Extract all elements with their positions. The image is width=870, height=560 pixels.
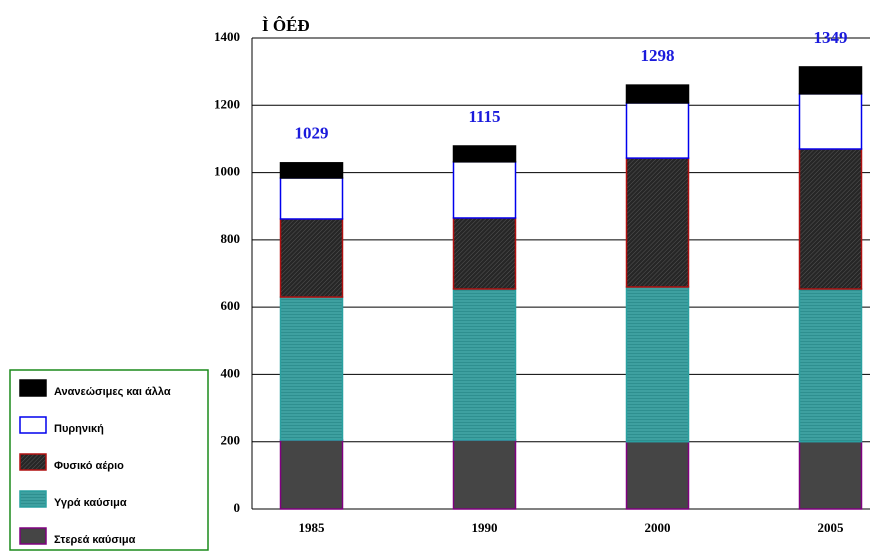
bar-segment: [625, 286, 690, 443]
legend-swatch: [19, 453, 47, 471]
y-tick-label: 800: [221, 231, 241, 246]
bar-segment: [452, 288, 517, 441]
y-tick-label: 200: [221, 433, 241, 448]
y-tick-label: 400: [221, 365, 241, 380]
bar-segment: [279, 296, 344, 441]
total-label: 1349: [814, 28, 848, 47]
legend-label: Στερεά καύσιμα: [54, 534, 136, 546]
total-label: 1029: [295, 124, 329, 143]
bar-segment: [452, 145, 517, 163]
y-tick-label: 1000: [214, 164, 240, 179]
legend-label: Υγρά καύσιμα: [54, 497, 127, 509]
legend-swatch: [19, 527, 47, 545]
y-tick-label: 600: [221, 298, 241, 313]
bar-segment: [798, 148, 863, 290]
chart-title: Ì ÔÉÐ: [262, 16, 310, 35]
y-tick-label: 1400: [214, 29, 240, 44]
bar-segment: [279, 162, 344, 179]
bar-segment: [798, 440, 863, 510]
bar-segment: [798, 93, 863, 150]
total-label: 1298: [641, 46, 675, 65]
x-tick-label: 1985: [299, 520, 326, 535]
bar-segment: [625, 84, 690, 104]
bar-segment: [452, 161, 517, 219]
legend-label: Φυσικό αέριο: [54, 460, 124, 472]
legend-swatch: [19, 379, 47, 397]
x-tick-label: 2005: [818, 520, 845, 535]
bar-segment: [625, 440, 690, 510]
bar-segment: [625, 102, 690, 159]
x-tick-label: 1990: [472, 520, 498, 535]
y-tick-label: 0: [234, 500, 241, 515]
bar-segment: [279, 439, 344, 510]
x-tick-label: 2000: [645, 520, 671, 535]
bar-segment: [798, 66, 863, 95]
bar-segment: [625, 157, 690, 288]
total-label: 1115: [468, 107, 500, 126]
legend-label: Πυρηνική: [54, 423, 104, 435]
bar-segment: [279, 177, 344, 220]
legend-label: Ανανεώσιμες και άλλα: [54, 386, 171, 398]
bar-segment: [452, 217, 517, 290]
legend-swatch: [19, 490, 47, 508]
bar-segment: [452, 439, 517, 510]
bar-segment: [279, 218, 344, 298]
legend-swatch: [19, 416, 47, 434]
bar-segment: [798, 288, 863, 443]
y-tick-label: 1200: [214, 96, 240, 111]
